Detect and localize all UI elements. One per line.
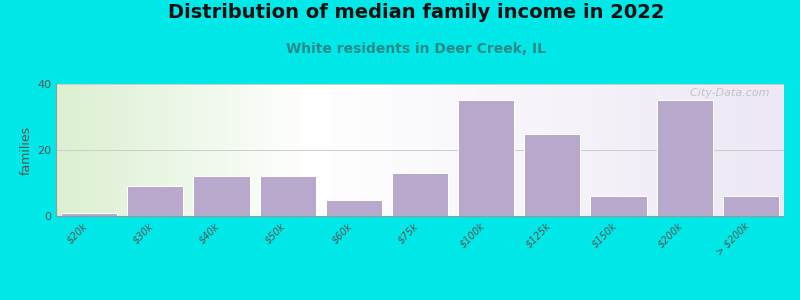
Bar	[392, 173, 448, 216]
Text: White residents in Deer Creek, IL: White residents in Deer Creek, IL	[286, 42, 546, 56]
Bar	[326, 200, 382, 216]
Bar	[722, 196, 779, 216]
Bar	[194, 176, 250, 216]
Y-axis label: families: families	[20, 125, 33, 175]
Bar	[657, 100, 713, 216]
Bar	[127, 186, 183, 216]
Text: City-Data.com: City-Data.com	[683, 88, 770, 98]
Bar	[590, 196, 646, 216]
Bar	[458, 100, 514, 216]
Text: Distribution of median family income in 2022: Distribution of median family income in …	[168, 3, 664, 22]
Bar	[259, 176, 316, 216]
Bar	[61, 213, 118, 216]
Bar	[524, 134, 581, 216]
